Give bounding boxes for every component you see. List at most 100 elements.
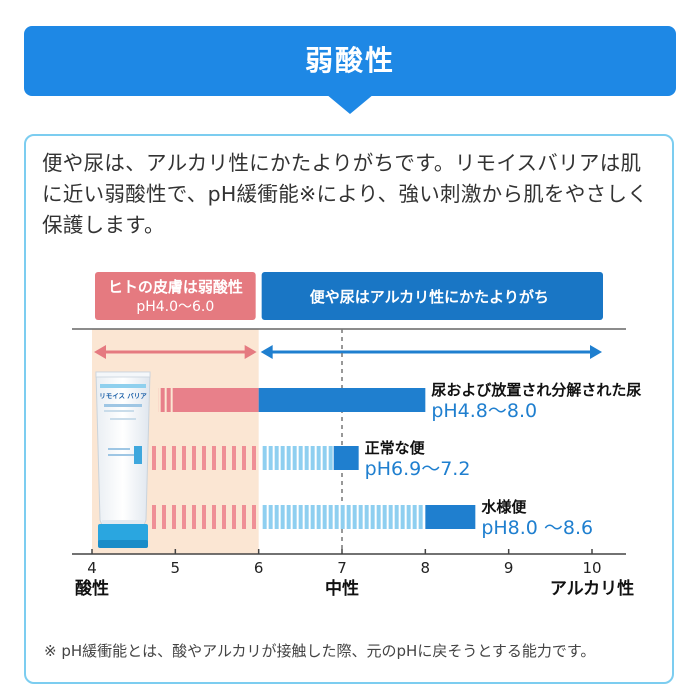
tick-label: 4 — [87, 559, 97, 577]
bar-alkaline-segment — [258, 388, 426, 412]
bar-stripe — [412, 505, 417, 529]
tick-label: 8 — [421, 559, 431, 577]
bar-stripe — [262, 446, 267, 470]
bar-stripe — [358, 505, 363, 529]
acid-label: 酸性 — [75, 578, 109, 599]
bar-acidic-segment — [158, 388, 259, 412]
bar-stripe — [268, 446, 273, 470]
bar-stripe — [340, 505, 345, 529]
bar-gap — [164, 388, 167, 412]
tick-label: 9 — [504, 559, 514, 577]
bar-stripe — [418, 505, 423, 529]
bar-stripe — [152, 446, 156, 470]
bar-stripe — [376, 505, 381, 529]
footnote-text: ※ pH緩衝能とは、酸やアルカリが接触した際、元のpHに戻そうとする能力です。 — [44, 642, 596, 660]
bar-stripe — [298, 505, 303, 529]
bar-stripe — [162, 505, 166, 529]
bar-stripe — [328, 505, 333, 529]
bar-2-range: pH6.9～7.2 — [365, 458, 471, 480]
tick-label: 7 — [337, 559, 347, 577]
bar-stripe — [322, 446, 327, 470]
product-brand: リモイス バリア — [99, 392, 147, 400]
bar-stripe — [222, 505, 226, 529]
product-tube-image: リモイス バリア — [95, 371, 151, 548]
bar-stripe — [310, 446, 315, 470]
bar-2-name: 正常な便 — [365, 439, 426, 457]
bar-3-name: 水様便 — [481, 498, 527, 516]
bar-3-range: pH8.0 ～8.6 — [481, 517, 593, 539]
bar-gap — [158, 388, 161, 412]
bar-stripe — [328, 446, 333, 470]
bar-range-segment — [425, 505, 476, 529]
bar-stripe — [222, 446, 226, 470]
bar-stripe — [400, 505, 405, 529]
bar-stripe — [316, 505, 321, 529]
bar-stripe — [298, 446, 303, 470]
bar-stripe — [262, 505, 267, 529]
bar-stripe — [274, 446, 279, 470]
bar-stripe — [292, 505, 297, 529]
bar-stripe — [162, 446, 166, 470]
bar-stripe — [212, 446, 216, 470]
tick-label: 5 — [171, 559, 181, 577]
description-text: 便や尿は、アルカリ性にかたよりがちです。リモイスバリアは肌に近い弱酸性で、pH緩… — [42, 151, 649, 237]
bar-stripe — [310, 505, 315, 529]
bar-gap — [170, 388, 173, 412]
skin-range-banner — [95, 272, 256, 320]
bar-stripe — [242, 505, 246, 529]
arrow-head-right — [590, 345, 602, 359]
bar-stripe — [274, 505, 279, 529]
bar-stripe — [334, 505, 339, 529]
bar-stripe — [394, 505, 399, 529]
bar-stripe — [352, 505, 357, 529]
bar-1-name: 尿および放置され分解された尿 — [431, 381, 641, 399]
bar-stripe — [382, 505, 387, 529]
header-pointer — [326, 94, 374, 114]
bar-stripe — [286, 505, 291, 529]
bar-stripe — [232, 505, 236, 529]
bar-stripe — [152, 505, 156, 529]
tick-label: 6 — [254, 559, 264, 577]
alkaline-label: アルカリ性 — [550, 578, 634, 599]
arrow-head-left — [260, 345, 273, 359]
arrow-head-right — [244, 345, 257, 359]
alkaline-range-arrow — [260, 345, 602, 359]
arrow-head-left — [94, 345, 106, 359]
alkaline-banner-title: 便や尿はアルカリ性にかたよりがち — [310, 288, 549, 306]
bar-stripe — [242, 446, 246, 470]
bar-stripe — [286, 446, 291, 470]
bar-stripe — [304, 505, 309, 529]
bar-stripe — [202, 505, 206, 529]
bar-stripe — [252, 446, 256, 470]
bar-stripe — [280, 505, 285, 529]
bar-stripe — [406, 505, 411, 529]
bar-stripe — [172, 446, 176, 470]
skin-range-label: pH4.0～6.0 — [136, 299, 214, 315]
ph-bars: 尿および放置され分解された尿pH4.8～8.0正常な便pH6.9～7.2水様便p… — [152, 381, 641, 539]
skin-range-title: ヒトの皮膚は弱酸性 — [108, 278, 243, 296]
bar-range-segment — [333, 446, 359, 470]
bar-stripe — [280, 446, 285, 470]
bar-stripe — [192, 505, 196, 529]
neutral-label: 中性 — [325, 578, 359, 599]
bar-stripe — [364, 505, 369, 529]
bar-stripe — [304, 446, 309, 470]
bar-stripe — [232, 446, 236, 470]
bar-stripe — [388, 505, 393, 529]
bar-stripe — [202, 446, 206, 470]
bar-stripe — [212, 505, 216, 529]
bar-stripe — [370, 505, 375, 529]
bar-stripe — [172, 505, 176, 529]
bar-stripe — [252, 505, 256, 529]
bar-stripe — [268, 505, 273, 529]
bar-stripe — [322, 505, 327, 529]
bar-stripe — [346, 505, 351, 529]
tick-label: 10 — [582, 559, 601, 577]
x-axis-ticks: 4 5 6 7 8 9 10 — [87, 549, 602, 577]
bar-stripe — [182, 505, 186, 529]
skin-range-arrow — [94, 345, 257, 359]
bar-stripe — [182, 446, 186, 470]
